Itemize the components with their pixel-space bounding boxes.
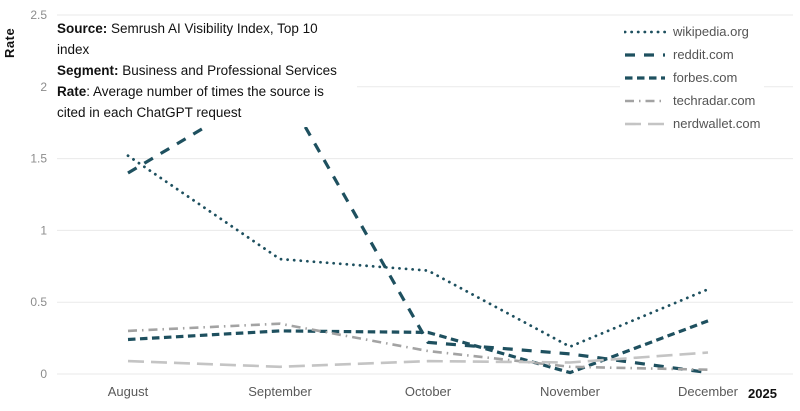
chart-legend: wikipedia.org reddit.com forbes.com techrad…	[620, 18, 765, 137]
x-tick-label: November	[540, 384, 601, 399]
legend-label: techradar.com	[673, 93, 756, 108]
y-tick-label: 1	[40, 223, 47, 237]
y-tick-label: 0.5	[30, 295, 47, 309]
x-tick-label: August	[108, 384, 149, 399]
legend-swatch-long-dash-light-icon	[625, 122, 665, 125]
x-tick-label: September	[248, 384, 312, 399]
series-line-forbes.com	[127, 319, 709, 375]
series-line-nerdwallet.com	[127, 351, 709, 369]
x-tick-label: December	[678, 384, 739, 399]
legend-swatch-dotted-icon	[624, 30, 666, 33]
annotation-line: Rate: Average number of times the source…	[57, 84, 324, 120]
legend-label: reddit.com	[673, 47, 734, 62]
source-annotation: Source: Semrush AI Visibility Index, Top…	[57, 16, 357, 127]
legend-label: nerdwallet.com	[673, 116, 761, 131]
legend-item: nerdwallet.com	[624, 112, 760, 135]
y-axis-title: Rate	[2, 27, 17, 58]
y-tick-label: 2.5	[30, 8, 47, 22]
legend-swatch-dash-icon	[625, 75, 665, 80]
x-tick-label: October	[405, 384, 452, 399]
legend-item: forbes.com	[624, 66, 760, 89]
legend-label: wikipedia.org	[673, 24, 749, 39]
legend-item: reddit.com	[624, 43, 760, 66]
legend-swatch-dash-dot-icon	[625, 99, 665, 102]
legend-label: forbes.com	[673, 70, 738, 85]
legend-item: techradar.com	[624, 89, 760, 112]
legend-item: wikipedia.org	[624, 20, 760, 43]
y-tick-label: 1.5	[30, 152, 47, 166]
y-tick-label: 2	[40, 80, 47, 94]
annotation-line: Source: Semrush AI Visibility Index, Top…	[57, 21, 318, 57]
legend-swatch-long-dash-icon	[625, 52, 665, 57]
x-axis-year-label: 2025	[748, 386, 777, 401]
annotation-line: Segment: Business and Professional Servi…	[57, 63, 337, 78]
series-line-wikipedia.org	[126, 154, 710, 349]
y-tick-label: 0	[40, 367, 47, 381]
series-line-techradar.com	[127, 322, 709, 371]
